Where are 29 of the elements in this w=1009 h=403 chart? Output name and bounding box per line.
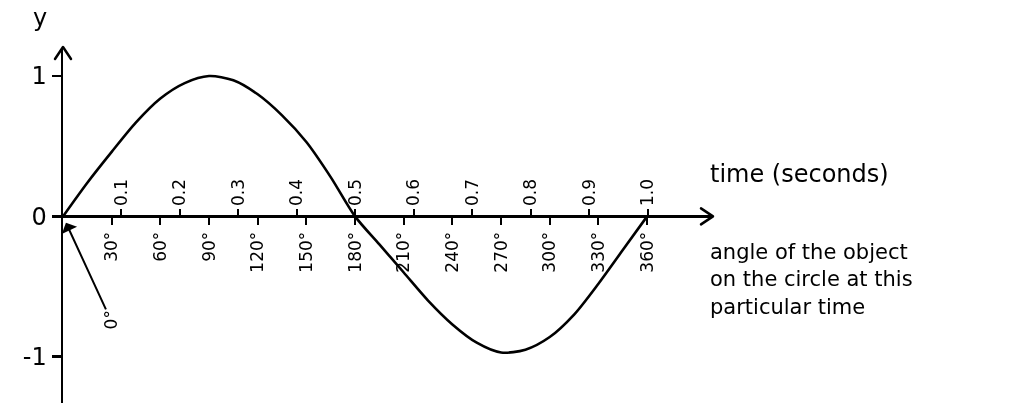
y-tick-label: -1: [22, 343, 47, 372]
x2-tick-label: 0.7: [461, 178, 482, 206]
x2-tick-label: 0.8: [520, 178, 541, 206]
x-tick-label: 330°: [587, 231, 608, 273]
x2-tick-label: 0.9: [578, 178, 599, 206]
x2-tick-label: 0.4: [286, 178, 307, 206]
x-tick-label: 180°: [344, 231, 365, 273]
x2-tick-label: 0.3: [227, 178, 248, 206]
x-tick-label: 150°: [295, 231, 316, 273]
x-tick-label: 270°: [490, 231, 511, 273]
x2-tick-label: 0.6: [403, 178, 424, 206]
x2-tick-label: 1.0: [637, 178, 658, 206]
y-tick-label: 0: [31, 202, 47, 231]
x2-tick-label: 0.5: [344, 178, 365, 206]
x-tick-label: 90°: [198, 231, 219, 262]
x-tick-label: 360°: [636, 231, 657, 273]
x2-axis-title: time (seconds): [710, 160, 889, 188]
x-tick-label: 300°: [539, 231, 560, 273]
x-tick-label: 60°: [149, 231, 170, 262]
annotation: 0°: [100, 310, 121, 330]
x2-tick-label: 0.1: [111, 178, 131, 206]
x-tick-label: 240°: [441, 231, 462, 273]
x-axis-title: angle of the object on the circle at this particular time: [710, 240, 913, 319]
x2-tick-label: 0.2: [169, 178, 190, 206]
y-tick-label: 1: [31, 62, 47, 91]
x-tick-label: 120°: [247, 231, 268, 273]
x-tick-label: 30°: [101, 231, 122, 262]
y-axis-title: y: [33, 4, 48, 32]
x-tick-label: 210°: [393, 231, 414, 273]
